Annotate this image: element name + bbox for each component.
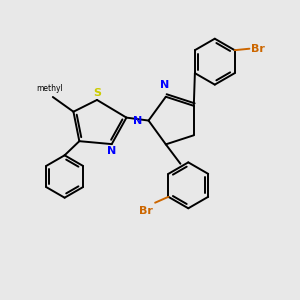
Text: Br: Br [140, 206, 153, 216]
Text: S: S [93, 88, 101, 98]
Text: N: N [107, 146, 116, 156]
Text: Br: Br [251, 44, 265, 54]
Text: N: N [160, 80, 169, 90]
Text: methyl: methyl [37, 84, 63, 93]
Text: N: N [133, 116, 142, 126]
